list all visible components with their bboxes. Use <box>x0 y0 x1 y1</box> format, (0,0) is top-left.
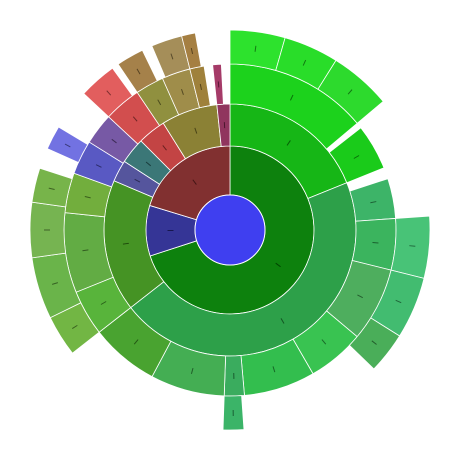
sunburst-tick-ring4-5 <box>395 299 402 304</box>
sunburst-arc-ring4-4[interactable] <box>390 215 431 279</box>
sunburst-tick-ring3-17 <box>157 99 162 106</box>
sunburst-arc-ring4-11[interactable] <box>31 167 73 208</box>
sunburst-tick-ring4-16 <box>190 47 194 55</box>
sunburst-tick-ring2-4 <box>134 178 141 183</box>
sunburst-arc-ring3-2[interactable] <box>328 127 385 184</box>
sunburst-arc-ring4-12[interactable] <box>46 126 89 164</box>
sunburst-tick-ring3-12 <box>82 249 89 252</box>
sunburst-tick-ring3-4 <box>372 241 379 244</box>
sunburst-arc-ring4-1[interactable] <box>229 29 286 71</box>
sunburst-tick-ring3-6 <box>321 339 327 345</box>
sunburst-arc-ring3-20[interactable] <box>212 63 224 106</box>
sunburst-tick-ring3-14 <box>95 164 102 168</box>
sunburst-tick-ring3-19 <box>199 83 202 90</box>
sunburst-tick-ring3-16 <box>132 116 138 122</box>
sunburst-tick-ring3-9 <box>190 367 194 375</box>
sunburst-tick-ring3-13 <box>84 195 91 199</box>
sunburst-tick-ring4-13 <box>106 90 112 96</box>
sunburst-tick-ring4-15 <box>170 53 174 60</box>
sunburst-tick-ring3-11 <box>100 301 107 305</box>
sunburst-tick-ring4-12 <box>64 143 71 148</box>
sunburst-tick-ring2-5 <box>145 161 152 167</box>
sunburst-tick-ring3-2 <box>353 155 360 159</box>
sunburst-tick-ring4-6 <box>371 340 377 345</box>
root-node[interactable] <box>194 194 266 266</box>
sunburst-tick-ring3-7 <box>272 366 276 373</box>
sunburst-tick-ring4-11 <box>48 187 55 190</box>
sunburst-tick-ring3-5 <box>357 294 363 299</box>
sunburst-tick-ring4-14 <box>136 68 141 75</box>
sunburst-tick-ring4-3 <box>347 89 353 95</box>
sunburst-tick-ring1-3 <box>192 179 197 185</box>
sunburst-tick-ring4-8 <box>71 324 78 329</box>
sunburst-tick-ring4-4 <box>409 245 416 247</box>
sunburst-tick-ring3-15 <box>111 138 117 144</box>
sunburst-tick-ring3-18 <box>181 88 184 95</box>
sunburst-tick-ring1-1 <box>275 262 281 268</box>
sunburst-tick-ring2-3 <box>122 242 129 245</box>
sunburst-tick-ring3-10 <box>133 339 139 345</box>
sunburst-arc-ring4-14[interactable] <box>117 49 158 93</box>
sunburst-tick-ring3-1 <box>289 94 294 101</box>
sunburst-tick-ring2-1 <box>286 140 291 146</box>
sunburst-arc-ring4-16[interactable] <box>181 32 202 70</box>
sunburst-arcs <box>29 29 431 431</box>
sunburst-tick-ring2-6 <box>162 145 167 151</box>
sunburst-arc-ring3-3[interactable] <box>349 178 397 222</box>
sunburst-tick-ring3-3 <box>370 201 377 204</box>
sunburst-tick-ring4-1 <box>254 45 257 52</box>
sunburst-tick-ring2-7 <box>194 127 198 134</box>
sunburst-arc-ring3-8[interactable] <box>223 355 245 397</box>
sunburst-tick-ring4-9 <box>51 282 59 285</box>
sunburst-tick-ring4-2 <box>302 59 307 66</box>
sunburst-tick-ring2-2 <box>280 318 285 324</box>
